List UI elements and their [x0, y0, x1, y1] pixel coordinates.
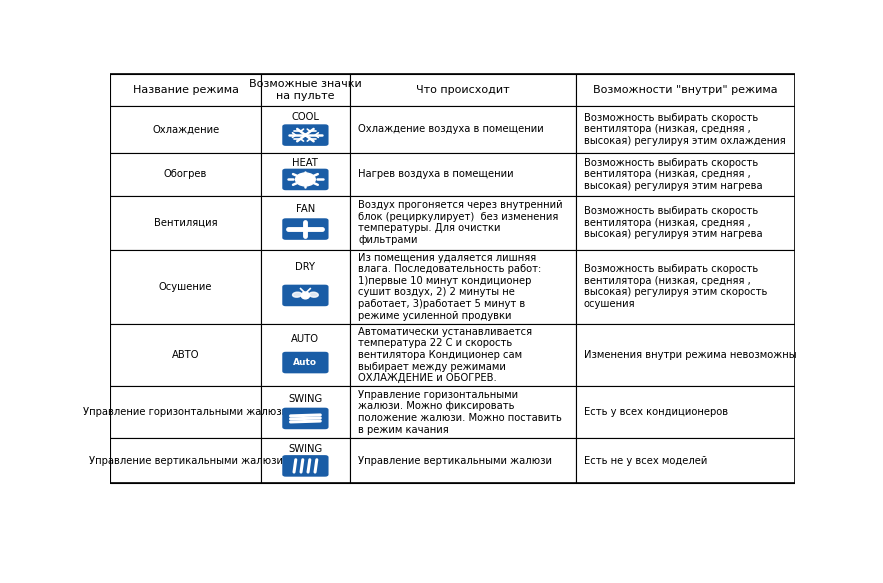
- Circle shape: [296, 173, 315, 186]
- Text: Есть не у всех моделей: Есть не у всех моделей: [584, 455, 707, 465]
- Bar: [110, 438, 261, 483]
- Bar: [350, 153, 576, 196]
- FancyBboxPatch shape: [283, 168, 328, 190]
- Bar: [261, 250, 350, 324]
- Bar: [576, 196, 795, 250]
- Bar: [110, 196, 261, 250]
- Bar: [110, 387, 261, 438]
- Text: SWING: SWING: [288, 444, 322, 454]
- Text: Изменения внутри режима невозможны: Изменения внутри режима невозможны: [584, 350, 796, 360]
- Bar: [576, 153, 795, 196]
- Bar: [350, 438, 576, 483]
- FancyBboxPatch shape: [283, 218, 328, 240]
- Text: Нагрев воздуха в помещении: Нагрев воздуха в помещении: [358, 169, 514, 180]
- Bar: [576, 324, 795, 387]
- FancyBboxPatch shape: [283, 124, 328, 146]
- Bar: [350, 106, 576, 153]
- Circle shape: [304, 134, 307, 136]
- Text: Воздух прогоняется через внутренний
блок (рециркулирует)  без изменения
температ: Воздух прогоняется через внутренний блок…: [358, 200, 562, 245]
- Bar: [110, 250, 261, 324]
- Text: Автоматически устанавливается
температура 22 С и скорость
вентилятора Кондиционе: Автоматически устанавливается температур…: [358, 327, 532, 383]
- FancyBboxPatch shape: [283, 352, 328, 373]
- Bar: [261, 324, 350, 387]
- Bar: [261, 153, 350, 196]
- Text: Вентиляция: Вентиляция: [154, 217, 217, 227]
- Ellipse shape: [301, 292, 310, 299]
- Bar: [576, 438, 795, 483]
- Text: Управление горизонтальными жалюзи: Управление горизонтальными жалюзи: [83, 408, 288, 417]
- Text: Возможные значки
на пульте: Возможные значки на пульте: [249, 79, 362, 101]
- Bar: [350, 196, 576, 250]
- Text: Auto: Auto: [293, 358, 317, 367]
- Text: AUTO: AUTO: [291, 333, 320, 343]
- Bar: [261, 438, 350, 483]
- Bar: [261, 387, 350, 438]
- Text: COOL: COOL: [291, 112, 320, 122]
- Bar: [350, 324, 576, 387]
- Text: Управление вертикальными жалюзи: Управление вертикальными жалюзи: [358, 455, 552, 465]
- Bar: [576, 106, 795, 153]
- Ellipse shape: [309, 292, 318, 297]
- Text: Возможность выбирать скорость
вентилятора (низкая, средняя ,
высокая) регулируя : Возможность выбирать скорость вентилятор…: [584, 206, 763, 239]
- Text: Возможность выбирать скорость
вентилятора (низкая, средняя ,
высокая) регулируя : Возможность выбирать скорость вентилятор…: [584, 158, 763, 191]
- FancyBboxPatch shape: [283, 408, 328, 429]
- FancyBboxPatch shape: [283, 455, 328, 477]
- Text: Возможность выбирать скорость
вентилятора (низкая, средняя ,
высокая) регулируя : Возможность выбирать скорость вентилятор…: [584, 113, 786, 146]
- Text: Обогрев: Обогрев: [164, 169, 208, 180]
- Text: Осушение: Осушение: [159, 282, 213, 292]
- Text: DRY: DRY: [296, 262, 315, 272]
- Text: Из помещения удаляется лишняя
влага. Последовательность работ:
1)первые 10 минут: Из помещения удаляется лишняя влага. Пос…: [358, 252, 541, 321]
- Text: Управление вертикальными жалюзи: Управление вертикальными жалюзи: [88, 455, 283, 465]
- Bar: [350, 387, 576, 438]
- Bar: [261, 196, 350, 250]
- Bar: [261, 106, 350, 153]
- Text: АВТО: АВТО: [172, 350, 200, 360]
- Ellipse shape: [292, 292, 302, 297]
- Text: Охлаждение воздуха в помещении: Охлаждение воздуха в помещении: [358, 124, 544, 135]
- Text: Охлаждение: Охлаждение: [152, 124, 219, 135]
- FancyBboxPatch shape: [283, 285, 328, 306]
- Text: Возможность выбирать скорость
вентилятора (низкая, средняя ,
высокая) регулируя : Возможность выбирать скорость вентилятор…: [584, 264, 767, 309]
- Text: Название режима: Название режима: [132, 85, 238, 95]
- Bar: [110, 106, 261, 153]
- Bar: [576, 250, 795, 324]
- Text: FAN: FAN: [296, 203, 315, 213]
- Bar: [350, 250, 576, 324]
- Text: HEAT: HEAT: [292, 158, 319, 168]
- Text: Что происходит: Что происходит: [416, 85, 509, 95]
- Bar: [110, 324, 261, 387]
- Bar: [576, 387, 795, 438]
- Bar: [110, 153, 261, 196]
- Text: Есть у всех кондиционеров: Есть у всех кондиционеров: [584, 408, 728, 417]
- Bar: [261, 75, 350, 106]
- Bar: [576, 75, 795, 106]
- Bar: [110, 75, 261, 106]
- Bar: [350, 75, 576, 106]
- Text: SWING: SWING: [288, 394, 322, 404]
- Text: Возможности "внутри" режима: Возможности "внутри" режима: [592, 85, 778, 95]
- Text: Управление горизонтальными
жалюзи. Можно фиксировать
положение жалюзи. Можно пос: Управление горизонтальными жалюзи. Можно…: [358, 390, 562, 435]
